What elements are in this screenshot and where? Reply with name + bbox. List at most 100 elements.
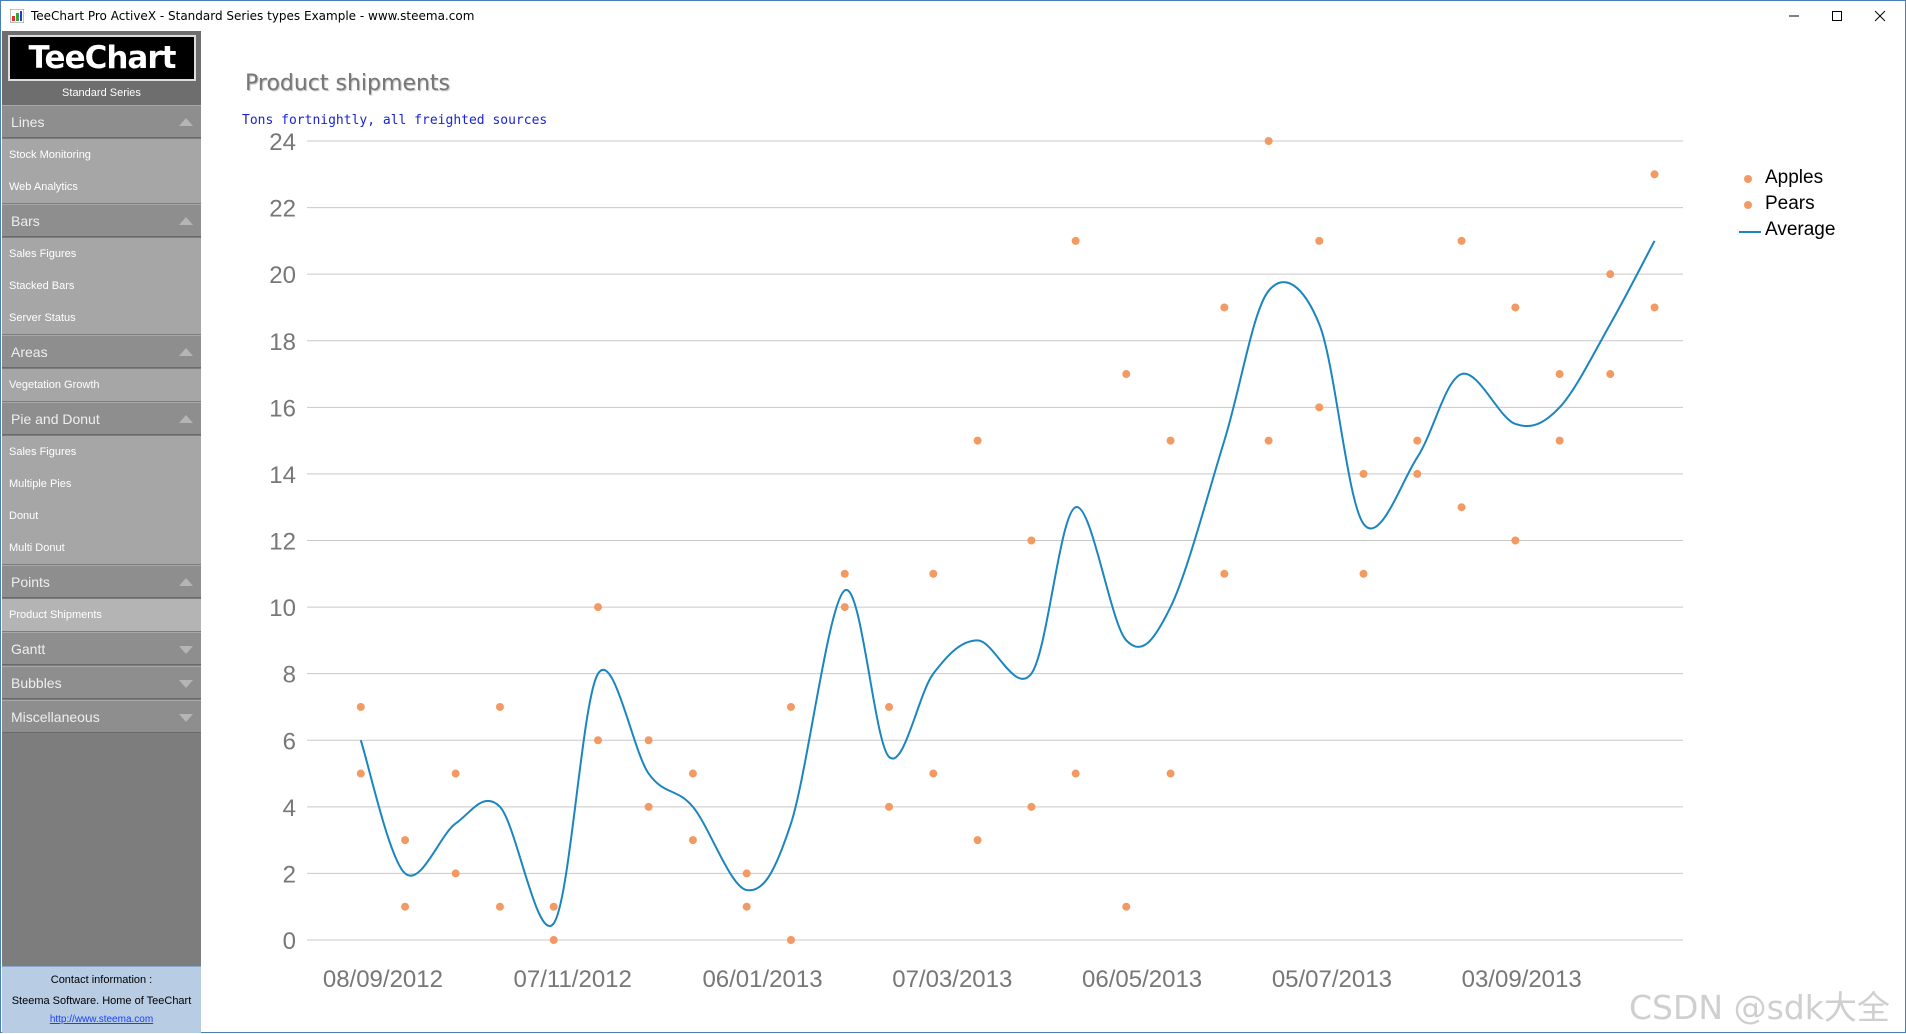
apples-point bbox=[1027, 536, 1036, 545]
sidebar-section-points[interactable]: Points bbox=[2, 565, 201, 598]
pears-point bbox=[1511, 536, 1520, 545]
apples-point bbox=[1650, 170, 1659, 179]
chart-title: Product shipments bbox=[245, 71, 451, 96]
apples-point bbox=[1457, 236, 1466, 245]
sidebar-item-web-analytics[interactable]: Web Analytics bbox=[2, 171, 201, 203]
sidebar-item-stock-monitoring[interactable]: Stock Monitoring bbox=[2, 139, 201, 171]
sidebar-item-multi-donut[interactable]: Multi Donut bbox=[2, 532, 201, 564]
sidebar-item-multiple-pies[interactable]: Multiple Pies bbox=[2, 468, 201, 500]
apples-point bbox=[840, 569, 849, 578]
logo-subtitle: Standard Series bbox=[62, 87, 141, 99]
pears-point bbox=[356, 769, 365, 778]
sidebar-item-stacked-bars[interactable]: Stacked Bars bbox=[2, 270, 201, 302]
apples-point bbox=[973, 436, 982, 445]
pears-point bbox=[644, 802, 653, 811]
teechart-logo: TeeChart bbox=[8, 35, 196, 81]
legend-label: Apples bbox=[1765, 167, 1824, 188]
sidebar-item-product-shipments[interactable]: Product Shipments bbox=[2, 599, 201, 631]
chevron-down-icon[interactable] bbox=[179, 680, 193, 688]
pears-point bbox=[840, 603, 849, 612]
sidebar-section-label: Miscellaneous bbox=[11, 709, 100, 725]
close-button[interactable] bbox=[1857, 1, 1903, 31]
sidebar-item-donut[interactable]: Donut bbox=[2, 500, 201, 532]
window-title: TeeChart Pro ActiveX - Standard Series t… bbox=[31, 9, 475, 23]
contact-panel: Contact information : Steema Software. H… bbox=[2, 966, 201, 1033]
sidebar-section-pie-and-donut[interactable]: Pie and Donut bbox=[2, 402, 201, 435]
chevron-down-icon[interactable] bbox=[179, 646, 193, 654]
sidebar-item-sales-figures[interactable]: Sales Figures bbox=[2, 436, 201, 468]
chevron-up-icon[interactable] bbox=[179, 217, 193, 225]
pears-point bbox=[1220, 569, 1229, 578]
apples-point bbox=[1166, 436, 1175, 445]
watermark: CSDN @sdk大全 bbox=[1629, 988, 1890, 1027]
chevron-up-icon[interactable] bbox=[179, 578, 193, 586]
x-tick-label: 08/09/2012 bbox=[323, 966, 443, 993]
apples-point bbox=[1220, 303, 1229, 312]
pears-point bbox=[1027, 802, 1036, 811]
legend-marker bbox=[1744, 201, 1752, 209]
y-tick-label: 24 bbox=[269, 129, 296, 156]
apples-point bbox=[1555, 370, 1564, 379]
sidebar-item-vegetation-growth[interactable]: Vegetation Growth bbox=[2, 369, 201, 401]
apples-point bbox=[929, 569, 938, 578]
sidebar-section-label: Lines bbox=[11, 114, 45, 130]
chevron-up-icon[interactable] bbox=[179, 415, 193, 423]
contact-heading: Contact information : bbox=[50, 974, 153, 986]
chevron-down-icon[interactable] bbox=[179, 714, 193, 722]
legend-marker bbox=[1744, 175, 1752, 183]
y-tick-label: 6 bbox=[283, 728, 296, 755]
pears-point bbox=[1315, 403, 1324, 412]
sidebar: TeeChart Standard Series Lines Stock Moni… bbox=[2, 31, 201, 1033]
title-bar[interactable]: TeeChart Pro ActiveX - Standard Series t… bbox=[1, 1, 1905, 31]
contact-link[interactable]: http://www.steema.com bbox=[49, 1014, 154, 1025]
y-tick-label: 2 bbox=[283, 861, 296, 888]
minimize-button[interactable] bbox=[1771, 1, 1817, 31]
apples-point bbox=[688, 769, 697, 778]
average-line bbox=[359, 240, 1656, 927]
app-icon bbox=[10, 9, 24, 23]
sidebar-item-server-status[interactable]: Server Status bbox=[2, 302, 201, 334]
sidebar-section-areas[interactable]: Areas bbox=[2, 335, 201, 368]
apples-point bbox=[1315, 236, 1324, 245]
pears-point bbox=[549, 936, 558, 944]
apples-point bbox=[549, 902, 558, 911]
y-tick-label: 18 bbox=[269, 329, 296, 356]
sidebar-section-bars[interactable]: Bars bbox=[2, 204, 201, 237]
sidebar-section-label: Gantt bbox=[11, 641, 46, 657]
apples-point bbox=[1359, 469, 1368, 478]
pears-point bbox=[1166, 769, 1175, 778]
sidebar-section-gantt[interactable]: Gantt bbox=[2, 632, 201, 665]
x-tick-label: 06/05/2013 bbox=[1082, 966, 1202, 993]
maximize-icon bbox=[1832, 11, 1842, 21]
pears-point bbox=[1122, 902, 1131, 911]
apples-point bbox=[594, 603, 603, 612]
sidebar-section-miscellaneous[interactable]: Miscellaneous bbox=[2, 700, 201, 733]
apples-point bbox=[786, 702, 795, 711]
apples-point bbox=[1264, 137, 1273, 145]
sidebar-section-bubbles[interactable]: Bubbles bbox=[2, 666, 201, 699]
pears-point bbox=[929, 769, 938, 778]
pears-point bbox=[1555, 436, 1564, 445]
sidebar-item-sales-figures[interactable]: Sales Figures bbox=[2, 238, 201, 270]
chevron-up-icon[interactable] bbox=[179, 118, 193, 126]
chevron-up-icon[interactable] bbox=[179, 348, 193, 356]
sidebar-section-lines[interactable]: Lines bbox=[2, 105, 201, 138]
sidebar-section-label: Areas bbox=[11, 344, 48, 360]
pears-point bbox=[451, 869, 460, 878]
apples-point bbox=[495, 702, 504, 711]
y-tick-label: 12 bbox=[269, 529, 296, 556]
y-tick-label: 0 bbox=[283, 928, 296, 955]
pears-point bbox=[1650, 303, 1659, 312]
maximize-button[interactable] bbox=[1814, 1, 1860, 31]
pears-point bbox=[594, 736, 603, 745]
pears-point bbox=[786, 936, 795, 944]
y-tick-label: 22 bbox=[269, 196, 296, 223]
pears-point bbox=[1606, 370, 1615, 379]
apples-point bbox=[885, 702, 894, 711]
minimize-icon bbox=[1789, 15, 1799, 17]
apples-point bbox=[644, 736, 653, 745]
pears-point bbox=[1413, 469, 1422, 478]
pears-point bbox=[688, 836, 697, 845]
